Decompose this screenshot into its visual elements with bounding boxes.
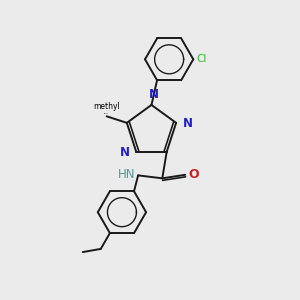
Text: HN: HN	[118, 168, 135, 181]
Text: N: N	[120, 146, 130, 159]
Text: methyl: methyl	[104, 113, 109, 114]
Text: O: O	[188, 168, 199, 181]
Text: methyl: methyl	[93, 102, 120, 111]
Text: N: N	[183, 117, 193, 130]
Text: N: N	[148, 88, 158, 101]
Text: Cl: Cl	[197, 54, 207, 64]
